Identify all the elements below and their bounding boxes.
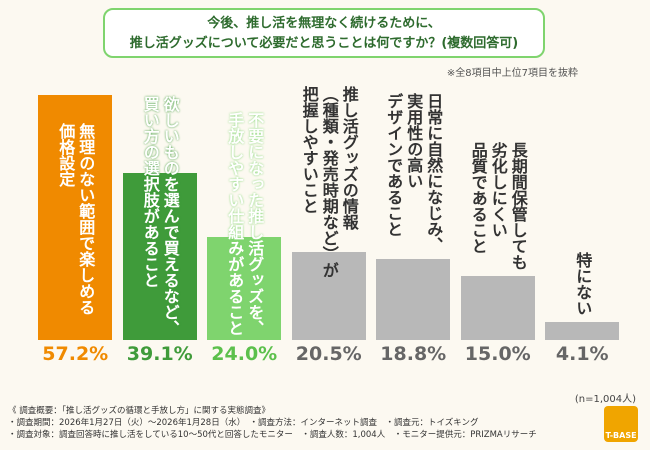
bar (122, 172, 197, 340)
category-label: 日常に自然になじみ、 実用性の高い デザインであること (384, 93, 444, 254)
bar (545, 322, 620, 340)
bar (38, 94, 113, 340)
logo: T-BASE (604, 406, 638, 442)
value-label: 57.2% (42, 343, 109, 365)
value-label: 18.8% (380, 343, 447, 365)
footer-line: ・調査対象：調査回答時に推し活をしている10〜50代と回答したモニター ・調査人… (8, 430, 537, 440)
chart-title: 今後、推し活を無理なく続けるために、 推し活グッズについて必要だと思うことは何で… (129, 16, 519, 51)
category-label: 推し活グッズの情報 （種類・発売時期など）が 把握しやすいこと (299, 86, 359, 278)
value-label: 4.1% (555, 343, 609, 365)
value-label: 24.0% (211, 343, 278, 365)
category-label: 不要になった推し活グッズを、 手放しやすい仕組みがあること (225, 112, 265, 336)
title-box: 今後、推し活を無理なく続けるために、 推し活グッズについて必要だと思うことは何で… (103, 8, 545, 58)
value-label: 20.5% (295, 343, 362, 365)
bar (291, 252, 366, 340)
footer-line: ・調査期間：2026年1月27日（火）～2026年1月28日（水） ・調査方法：… (8, 418, 479, 428)
bar (207, 237, 282, 340)
value-label: 15.0% (464, 343, 531, 365)
bar (376, 259, 451, 340)
category-label: 無理のない範囲で楽しめる 価格設定 (56, 122, 96, 315)
bar (460, 275, 535, 340)
category-label: 特にない (573, 252, 593, 317)
category-label: 欲しいものを選んで買えるなど、 買い方の選択肢があること (140, 96, 180, 336)
sample-size: (n=1,004人) (574, 394, 636, 405)
value-label: 39.1% (126, 343, 193, 365)
footer-line: 《 調査概要：「推し活グッズの循環と手放し方」に関する実態調査》 (8, 406, 270, 416)
note: ※全8項目中上位7項目を抜粋 (446, 68, 578, 79)
footer: 《 調査概要：「推し活グッズの循環と手放し方」に関する実態調査》 ・調査期間：2… (8, 405, 537, 441)
category-label: 長期間保管しても 劣化しにくい 品質であること (468, 141, 528, 270)
